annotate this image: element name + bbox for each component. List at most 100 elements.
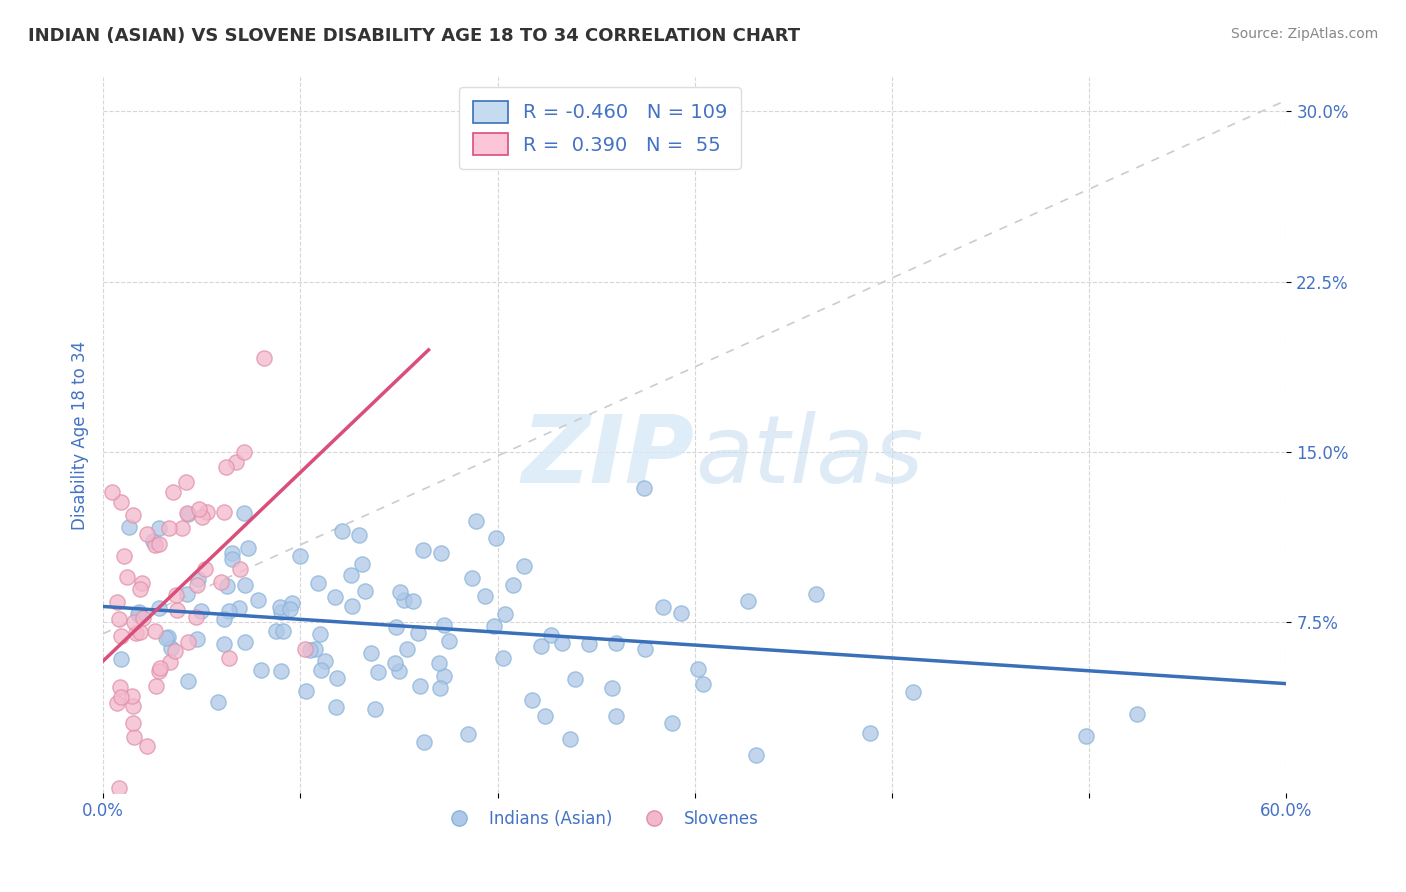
Point [534,708,557,723]
Point [412,542,434,557]
Point [330,524,353,538]
Point [409,679,432,693]
Point [339,568,361,582]
Point [177,673,200,688]
Point [225,455,247,469]
Point [214,612,236,626]
Point [112,549,135,563]
Point [325,590,347,604]
Point [129,624,152,639]
Point [218,651,240,665]
Point [652,600,675,615]
Point [304,642,326,657]
Point [129,582,152,596]
Point [340,599,363,613]
Point [121,716,143,731]
Point [128,605,150,619]
Point [474,589,496,603]
Point [101,484,124,499]
Point [149,661,172,675]
Point [388,584,411,599]
Point [212,637,235,651]
Point [363,702,385,716]
Point [247,592,270,607]
Point [634,642,657,657]
Point [482,619,505,633]
Point [187,572,209,586]
Point [578,637,600,651]
Point [494,607,516,621]
Point [250,663,273,677]
Point [145,679,167,693]
Point [271,624,294,638]
Point [188,502,211,516]
Point [122,730,145,744]
Point [270,605,292,619]
Point [166,603,188,617]
Point [688,662,710,676]
Text: atlas: atlas [695,411,924,502]
Point [325,700,347,714]
Point [159,641,181,656]
Point [177,507,200,521]
Point [605,636,627,650]
Point [195,505,218,519]
Point [148,665,170,679]
Point [121,508,143,523]
Point [207,695,229,709]
Point [433,618,456,632]
Point [221,546,243,560]
Point [266,624,288,639]
Point [396,641,419,656]
Point [115,570,138,584]
Y-axis label: Disability Age 18 to 34: Disability Age 18 to 34 [72,341,89,530]
Point [148,601,170,615]
Point [105,595,128,609]
Point [155,631,177,645]
Point [228,561,250,575]
Point [238,541,260,556]
Point [314,654,336,668]
Point [806,587,828,601]
Point [429,681,451,696]
Point [429,657,451,671]
Point [108,781,131,796]
Point [540,628,562,642]
Point [437,634,460,648]
Point [307,575,329,590]
Point [360,646,382,660]
Point [309,663,332,677]
Point [278,601,301,615]
Point [143,538,166,552]
Point [118,520,141,534]
Point [105,696,128,710]
Point [502,577,524,591]
Point [131,575,153,590]
Point [457,726,479,740]
Point [110,690,132,704]
Point [228,600,250,615]
Point [669,606,692,620]
Point [269,600,291,615]
Point [600,681,623,695]
Point [217,579,239,593]
Point [221,552,243,566]
Point [214,460,236,475]
Point [1126,706,1149,721]
Point [288,549,311,563]
Legend: Indians (Asian), Slovenes: Indians (Asian), Slovenes [436,803,765,834]
Point [309,627,332,641]
Point [110,494,132,508]
Point [392,593,415,607]
Point [233,445,256,459]
Point [162,485,184,500]
Point [433,668,456,682]
Point [108,680,131,694]
Point [132,611,155,625]
Point [108,611,131,625]
Point [661,716,683,731]
Point [136,739,159,753]
Point [157,521,180,535]
Point [218,604,240,618]
Point [186,632,208,646]
